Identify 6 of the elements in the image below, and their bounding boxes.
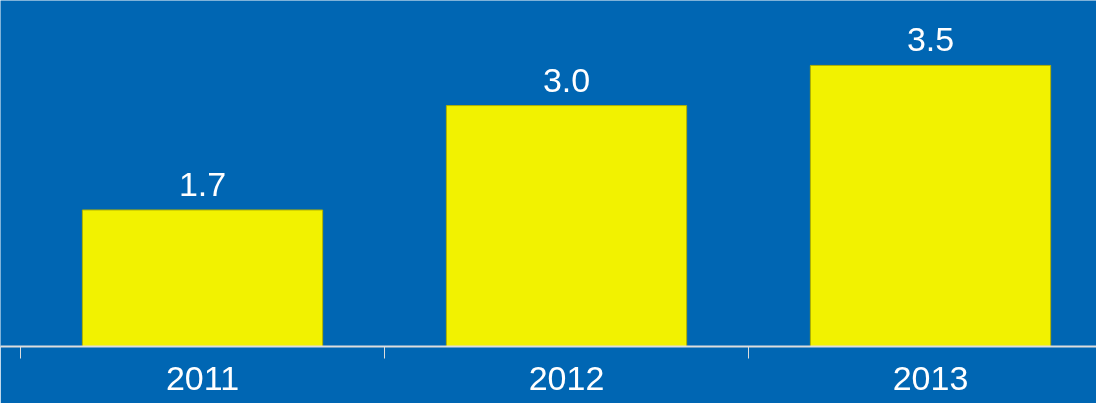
x-tick-label: 2013: [892, 358, 969, 397]
x-tick-label: 2011: [165, 358, 240, 397]
x-tick-label: 2012: [528, 358, 605, 397]
data-label: 3.5: [906, 20, 955, 59]
data-label: 1.7: [178, 164, 227, 203]
data-label: 3.0: [542, 60, 591, 99]
